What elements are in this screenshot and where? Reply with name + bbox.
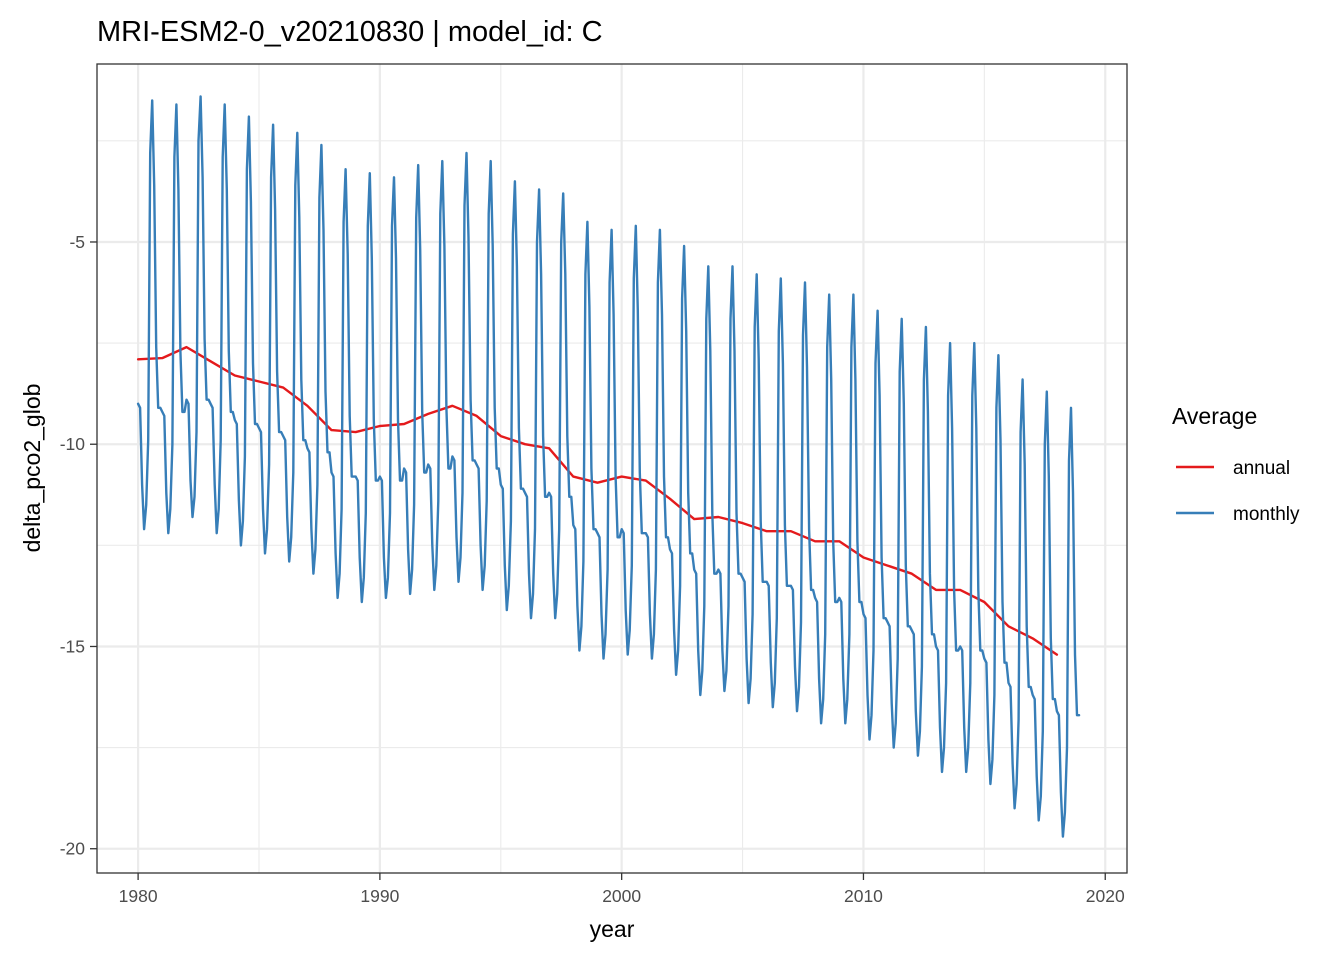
series-lines xyxy=(136,95,1081,838)
legend-item-monthly: monthly xyxy=(1176,504,1300,525)
y-tick-label: -5 xyxy=(69,232,85,252)
legend-title: Average xyxy=(1172,403,1257,429)
x-axis: 1980 1990 2000 2010 2020 xyxy=(119,873,1125,906)
y-tick-label: -15 xyxy=(60,636,85,656)
x-axis-title: year xyxy=(590,916,635,942)
y-tick-label: -10 xyxy=(60,434,86,454)
x-tick-label: 1980 xyxy=(119,886,158,906)
x-tick-label: 2000 xyxy=(602,886,641,906)
x-tick-label: 1990 xyxy=(360,886,399,906)
plot-panel xyxy=(96,63,1128,874)
legend: Average annual monthly xyxy=(1172,403,1300,525)
x-tick-label: 2010 xyxy=(844,886,883,906)
series-line-annual xyxy=(136,345,1059,656)
minor-gridlines xyxy=(97,64,1127,873)
y-axis-title: delta_pco2_glob xyxy=(19,384,45,553)
x-tick-label: 2020 xyxy=(1086,886,1125,906)
y-axis: -20 -15 -10 -5 xyxy=(60,232,97,859)
legend-label-annual: annual xyxy=(1233,458,1290,479)
series-line-monthly xyxy=(136,95,1081,838)
panel-border xyxy=(96,63,1128,874)
chart-title: MRI-ESM2-0_v20210830 | model_id: C xyxy=(97,16,603,48)
y-tick-label: -20 xyxy=(60,839,86,859)
legend-label-monthly: monthly xyxy=(1233,504,1300,525)
legend-item-annual: annual xyxy=(1176,458,1290,479)
